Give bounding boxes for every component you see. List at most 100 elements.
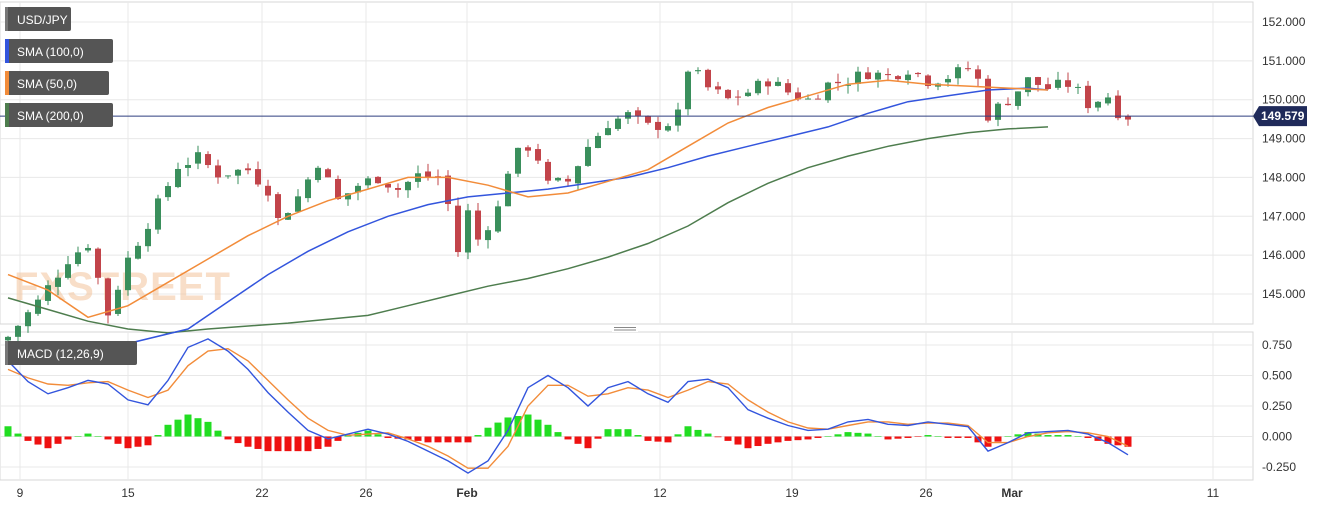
macd-histogram-bar xyxy=(314,436,322,449)
candle xyxy=(625,110,631,125)
macd-histogram-bar xyxy=(764,436,772,444)
macd-histogram-bar xyxy=(304,436,312,452)
candle xyxy=(875,70,881,88)
macd-histogram-bar xyxy=(814,436,822,438)
candle xyxy=(305,177,311,203)
candle xyxy=(675,102,681,132)
macd-histogram-bar xyxy=(224,436,232,440)
time-tick-2: 22 xyxy=(255,486,269,500)
legend-symbol[interactable]: USD/JPY xyxy=(5,7,71,31)
time-tick-0: 9 xyxy=(17,486,24,500)
macd-histogram-bar xyxy=(284,436,292,452)
candle xyxy=(865,67,871,80)
macd-histogram-bar xyxy=(544,424,552,437)
macd-histogram-bar xyxy=(834,434,842,437)
legend-sma50[interactable]: SMA (50,0) xyxy=(5,71,109,95)
candle xyxy=(465,203,471,260)
sma50-line xyxy=(7,79,1049,319)
candles xyxy=(5,61,1131,345)
candle xyxy=(985,75,991,123)
macd-histogram-bar xyxy=(704,433,712,437)
time-tick-5: 12 xyxy=(653,486,667,500)
candle xyxy=(125,251,131,296)
macd-histogram-bar xyxy=(324,436,332,447)
macd-histogram-bar xyxy=(724,436,732,441)
macd-histogram-bar xyxy=(884,436,892,440)
candle xyxy=(1075,83,1081,94)
candle xyxy=(755,78,761,96)
macd-line xyxy=(7,338,1129,474)
price-lines xyxy=(7,79,1049,354)
price-tick-5: 147.000 xyxy=(1262,209,1306,223)
macd-histogram-bar xyxy=(1124,436,1132,447)
macd-histogram-bar xyxy=(684,426,692,437)
candle xyxy=(185,157,191,177)
macd-histogram-bar xyxy=(464,436,472,443)
candle xyxy=(1095,101,1101,112)
candle xyxy=(1045,77,1051,90)
time-tick-6: 19 xyxy=(785,486,799,500)
macd-histogram-bar xyxy=(574,436,582,444)
candle xyxy=(635,107,641,124)
macd-histogram-bar xyxy=(94,436,102,437)
candle xyxy=(1085,80,1091,114)
candle xyxy=(235,169,241,185)
time-tick-7: 26 xyxy=(919,486,933,500)
macd-histogram-bar xyxy=(274,436,282,452)
macd-histogram-bar xyxy=(1104,436,1112,444)
legend-sma100[interactable]: SMA (100,0) xyxy=(5,39,113,63)
macd-histogram-bar xyxy=(384,436,392,438)
macd-histogram-bar xyxy=(624,429,632,437)
time-tick-9: 11 xyxy=(1207,486,1220,500)
price-tick-7: 145.000 xyxy=(1262,287,1306,301)
candle xyxy=(655,116,661,139)
macd-histogram-bar xyxy=(54,436,62,444)
macd-histogram-bar xyxy=(994,436,1002,442)
candle xyxy=(75,246,81,267)
candle xyxy=(245,163,251,175)
macd-histogram-bar xyxy=(774,436,782,443)
macd-histogram-bar xyxy=(294,436,302,452)
candle xyxy=(605,120,611,136)
legend-sma200[interactable]: SMA (200,0) xyxy=(5,103,113,127)
candle xyxy=(455,197,461,257)
macd-plot xyxy=(4,338,1132,474)
candle xyxy=(365,176,371,189)
candle xyxy=(955,64,961,85)
candle xyxy=(265,179,271,202)
candle xyxy=(845,77,851,94)
price-tick-3: 149.000 xyxy=(1262,132,1306,146)
macd-histogram-bar xyxy=(64,436,72,440)
pane-resize-handle[interactable] xyxy=(612,326,638,332)
macd-tick-3: 0.000 xyxy=(1262,430,1292,444)
time-tick-1: 15 xyxy=(121,486,135,500)
macd-axis: 0.750 0.500 0.250 0.000 -0.250 xyxy=(1262,338,1296,474)
macd-histogram-bar xyxy=(74,436,82,437)
time-axis: 9 15 22 26 Feb 12 19 26 Mar 11 xyxy=(17,486,1220,500)
legend-macd[interactable]: MACD (12,26,9) xyxy=(5,341,137,365)
candle xyxy=(25,309,31,333)
macd-tick-2: 0.250 xyxy=(1262,399,1292,413)
macd-histogram-bar xyxy=(184,414,192,437)
candle xyxy=(535,143,541,165)
macd-histogram-bar xyxy=(634,435,642,437)
candle xyxy=(195,145,201,170)
last-price-tag: 149.579 xyxy=(1253,106,1307,127)
candle xyxy=(405,180,411,198)
candle xyxy=(155,194,161,234)
candle xyxy=(665,123,671,132)
macd-histogram-bar xyxy=(934,436,942,437)
macd-tick-1: 0.500 xyxy=(1262,369,1292,383)
macd-histogram-bar xyxy=(424,436,432,443)
macd-histogram-bar xyxy=(14,433,22,437)
price-tick-2: 150.000 xyxy=(1262,93,1306,107)
macd-tick-4: -0.250 xyxy=(1262,460,1296,474)
candle xyxy=(485,226,491,249)
macd-histogram-bar xyxy=(164,424,172,437)
macd-histogram-bar xyxy=(874,436,882,437)
candle xyxy=(65,256,71,280)
time-tick-8: Mar xyxy=(1001,486,1023,500)
macd-histogram-bar xyxy=(1004,436,1012,437)
price-axis: 152.000 151.000 150.000 149.000 148.000 147.0… xyxy=(1262,15,1306,301)
